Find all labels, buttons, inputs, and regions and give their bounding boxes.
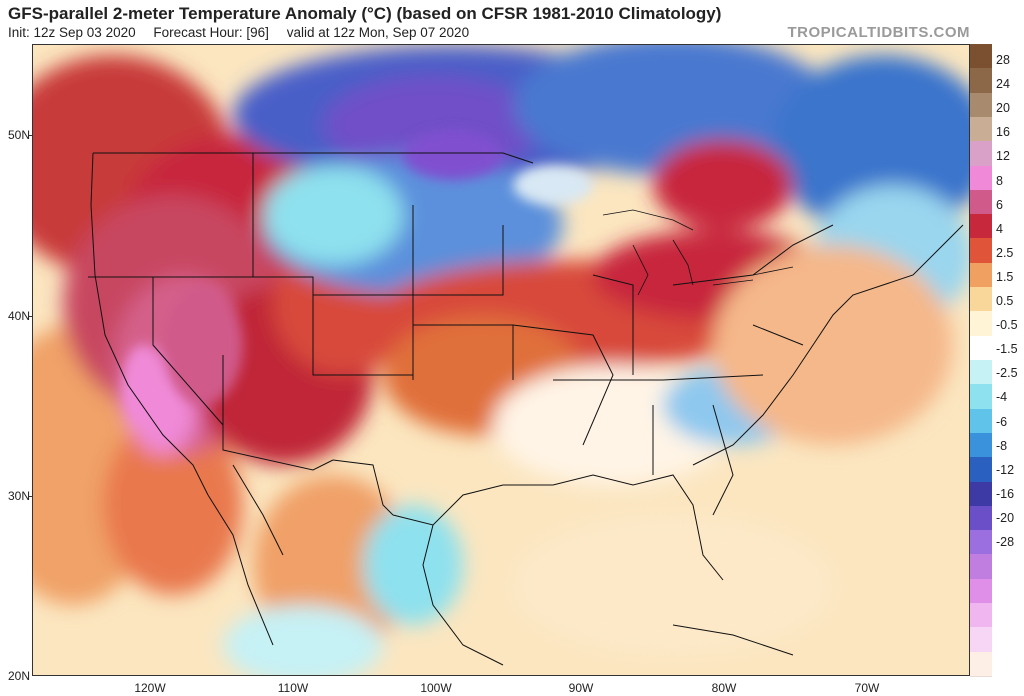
site-watermark: TROPICALTIDBITS.COM xyxy=(787,24,970,41)
valid-time: valid at 12z Mon, Sep 07 2020 xyxy=(286,25,470,40)
state-borders xyxy=(88,152,834,516)
colorbar-label: 2.5 xyxy=(996,245,1014,260)
colorbar-segment xyxy=(970,408,992,434)
lon-label-100w: 100W xyxy=(420,681,452,695)
colorbar-segment xyxy=(970,214,992,240)
colorbar-segment xyxy=(970,335,992,361)
colorbar-segment xyxy=(970,287,992,313)
colorbar-segment xyxy=(970,311,992,337)
colorbar-segment xyxy=(970,603,992,629)
anomaly-colorbar xyxy=(970,44,992,677)
lat-label-40n: 40N xyxy=(7,309,30,323)
colorbar-label: -12 xyxy=(996,462,1015,477)
colorbar-label: -28 xyxy=(996,535,1015,549)
colorbar-segment xyxy=(970,189,992,216)
colorbar-label: -4 xyxy=(996,390,1008,405)
lat-tick-30n xyxy=(28,496,33,497)
colorbar-label: -6 xyxy=(996,414,1008,429)
coastlines xyxy=(90,152,964,666)
lat-label-50n: 50N xyxy=(7,128,30,142)
lat-tick-50n xyxy=(28,135,33,136)
lon-label-90w: 90W xyxy=(568,681,594,695)
colorbar-label: -0.5 xyxy=(996,318,1018,333)
colorbar-label: -1.5 xyxy=(996,342,1018,357)
colorbar-segment xyxy=(970,141,992,167)
colorbar-segment xyxy=(970,578,992,605)
colorbar-segment xyxy=(970,457,992,483)
lon-label-120w: 120W xyxy=(134,681,166,695)
great-lakes xyxy=(602,209,794,296)
colorbar-label: 24 xyxy=(996,77,1010,92)
colorbar-segment xyxy=(970,238,992,264)
lat-label-30n: 30N xyxy=(7,489,30,503)
colorbar-segment xyxy=(970,384,992,410)
run-info: Init: 12z Sep 03 2020 Forecast Hour: [96… xyxy=(8,25,483,40)
colorbar-label: 16 xyxy=(996,125,1010,140)
colorbar-segment xyxy=(970,165,992,191)
colorbar-segment xyxy=(970,360,992,386)
init-time: Init: 12z Sep 03 2020 xyxy=(8,25,136,40)
colorbar-label: -2.5 xyxy=(996,366,1018,381)
colorbar-segment xyxy=(970,481,992,507)
colorbar-segment xyxy=(970,262,992,289)
lon-label-110w: 110W xyxy=(277,681,309,695)
colorbar-label: 28 xyxy=(996,53,1010,67)
map-svg xyxy=(33,45,969,675)
colorbar-segment xyxy=(970,554,992,580)
colorbar-segment xyxy=(970,44,992,70)
lon-label-80w: 80W xyxy=(711,681,737,695)
colorbar-segment xyxy=(970,530,992,556)
chart-title: GFS-parallel 2-meter Temperature Anomaly… xyxy=(8,4,722,23)
colorbar-segment xyxy=(970,627,992,653)
colorbar-segment xyxy=(970,505,992,532)
colorbar-label: 0.5 xyxy=(996,294,1014,308)
colorbar-segment xyxy=(970,68,992,94)
colorbar-label: -20 xyxy=(996,510,1015,525)
colorbar-segment xyxy=(970,116,992,143)
colorbar-segment xyxy=(970,432,992,459)
lat-label-20n: 20N xyxy=(7,669,30,683)
colorbar-label: 12 xyxy=(996,149,1010,164)
colorbar-segment xyxy=(970,651,992,677)
colorbar-label: 8 xyxy=(996,173,1003,188)
colorbar-label: 1.5 xyxy=(996,269,1014,284)
colorbar-label: 4 xyxy=(996,221,1003,236)
lon-label-70w: 70W xyxy=(854,681,880,695)
colorbar-label: 6 xyxy=(996,197,1003,212)
colorbar-label: 20 xyxy=(996,101,1010,116)
colorbar-label: -8 xyxy=(996,438,1008,453)
forecast-hour: Forecast Hour: [96] xyxy=(153,25,269,40)
colorbar-segment xyxy=(970,92,992,118)
lat-tick-40n xyxy=(28,316,33,317)
temperature-anomaly-map xyxy=(32,44,970,676)
colorbar-label: -16 xyxy=(996,486,1015,501)
